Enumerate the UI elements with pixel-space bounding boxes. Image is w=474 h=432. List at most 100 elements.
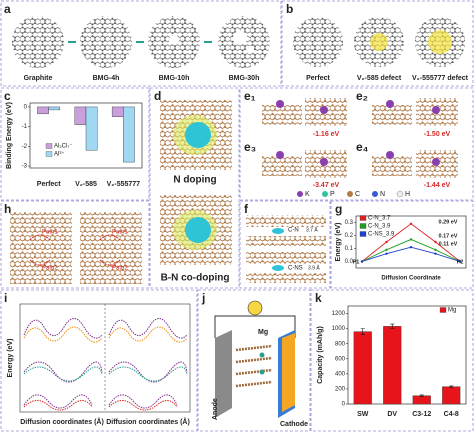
error-bar [449, 385, 454, 388]
plot-frame [347, 305, 467, 405]
panel-e: -1.16 eV -1.50 eV -3.47 eV -1.44 eV K P … [262, 98, 458, 198]
point [458, 260, 462, 263]
bar [48, 106, 61, 111]
energy-label: -3.47 eV [313, 182, 340, 189]
panel-letter: c [4, 89, 11, 103]
error-bar [360, 328, 365, 335]
panel-letter: a [4, 2, 11, 16]
y-tick-label: 1200 [332, 311, 346, 317]
energy-label: -1.50 eV [424, 131, 451, 138]
bar [37, 106, 49, 115]
error-bar [419, 394, 424, 397]
panel-letter: g [335, 202, 342, 216]
legend-swatch [45, 151, 53, 157]
y-tick-label: 400 [335, 371, 346, 377]
legend-text: P [330, 191, 335, 198]
legend-swatch [45, 143, 53, 149]
legend-swatch [439, 307, 447, 313]
label: 3.9 Å [308, 264, 320, 271]
panel-letter: d [154, 89, 161, 103]
y-tick-label: -3 [22, 164, 28, 170]
panel-letter: b [286, 2, 293, 16]
y-tick-label: -1 [22, 124, 28, 130]
x-tick-label: Perfect [37, 181, 61, 188]
label: Anode [212, 398, 219, 420]
panel-letters: a b c d e₁ e₂ e₃ e₄ h f g i j k [4, 2, 369, 305]
point [434, 252, 437, 255]
point [385, 240, 388, 244]
x-tick-label: V₂-585 [75, 181, 97, 188]
y-tick-label: 800 [335, 341, 346, 347]
plot-frame [29, 102, 143, 169]
label: Cathode [280, 421, 308, 428]
label: B-N co-doping [161, 273, 230, 284]
point [385, 248, 388, 251]
label: Graphite [24, 75, 53, 82]
panel-letter: k [315, 291, 322, 305]
bar [412, 395, 431, 405]
annotation: 0.11 eV [439, 241, 458, 247]
axis-title: Binding Energy (eV) [6, 102, 13, 169]
axis-title: Energy (eV) [335, 223, 342, 262]
y-tick-label: 0.3 [345, 220, 354, 226]
annotation: 0.17 eV [439, 233, 458, 239]
y-tick-label: 1000 [332, 326, 346, 332]
panel-letter: e₂ [356, 89, 368, 103]
path-label: Path1 [112, 230, 128, 236]
x-tick-label: DV [387, 411, 397, 418]
path-label: Path2 [42, 266, 58, 272]
panel-b: Perfect V₂-585 defect V₂-555777 defect [293, 17, 469, 82]
label: V₂-585 defect [357, 75, 402, 82]
bar [442, 386, 461, 405]
panel-j: Mg Anode Cathode [212, 300, 308, 428]
label: BMG-10h [159, 75, 190, 82]
legend-text: C-N_3.9 [368, 224, 391, 230]
annotation: 0.29 eV [439, 219, 458, 225]
axis-title: Energy (eV) [7, 339, 14, 378]
legend-text: Al³⁺ [54, 151, 65, 158]
label: Perfect [306, 75, 330, 82]
plot-frame [355, 215, 467, 269]
panel-h: Path1 Path2 Path1 Path2 [10, 212, 142, 284]
legend-text: Mg [448, 308, 456, 314]
panel-letter: e₄ [356, 140, 369, 154]
bar [383, 326, 402, 405]
panel-f: C-N 3.7 Å C-NS 3.9 Å [246, 215, 326, 283]
bar [85, 106, 98, 151]
point [434, 248, 437, 251]
label: Mg [258, 329, 268, 336]
point [385, 252, 388, 255]
legend-text: N [380, 191, 385, 198]
legend-text: C-N_3.7 [368, 216, 391, 222]
energy-label: -1.16 eV [313, 131, 340, 138]
point [409, 238, 413, 241]
legend-text: C [355, 191, 360, 198]
path-label: Path1 [42, 230, 58, 236]
panel-letter: e₃ [244, 140, 256, 154]
y-tick-label: 600 [335, 356, 346, 362]
x-tick-label: V₂-555777 [107, 181, 141, 188]
legend-text: C-NS_3.9 [368, 232, 395, 238]
legend-text: H [405, 191, 410, 198]
axis-title: Diffusion coordinates (Å) [106, 417, 190, 426]
bar [123, 106, 135, 163]
path-label: Path2 [112, 266, 128, 272]
label: 3.7 Å [306, 226, 318, 233]
point [434, 240, 437, 244]
bar [353, 331, 372, 405]
y-tick-label: 0.2 [345, 233, 354, 239]
y-tick-label: 0 [24, 105, 28, 111]
panel-i: Energy (eV) Diffusion coordinates (Å) Di… [7, 303, 191, 426]
label: V₂-555777 defect [412, 75, 469, 82]
legend-swatch [359, 231, 367, 237]
y-tick-label: 0.0 [345, 259, 354, 265]
panel-letter: j [201, 291, 205, 305]
label: N doping [173, 175, 216, 186]
panel-a: Graphite BMG-4h BMG-10h BMG-30h [12, 16, 270, 82]
axis-title: Capacity (mAh/g) [317, 326, 324, 384]
y-tick-label: 0 [342, 402, 346, 408]
legend-text: K [305, 191, 310, 198]
legend-swatch [359, 223, 367, 229]
y-tick-label: 0.1 [345, 246, 354, 252]
